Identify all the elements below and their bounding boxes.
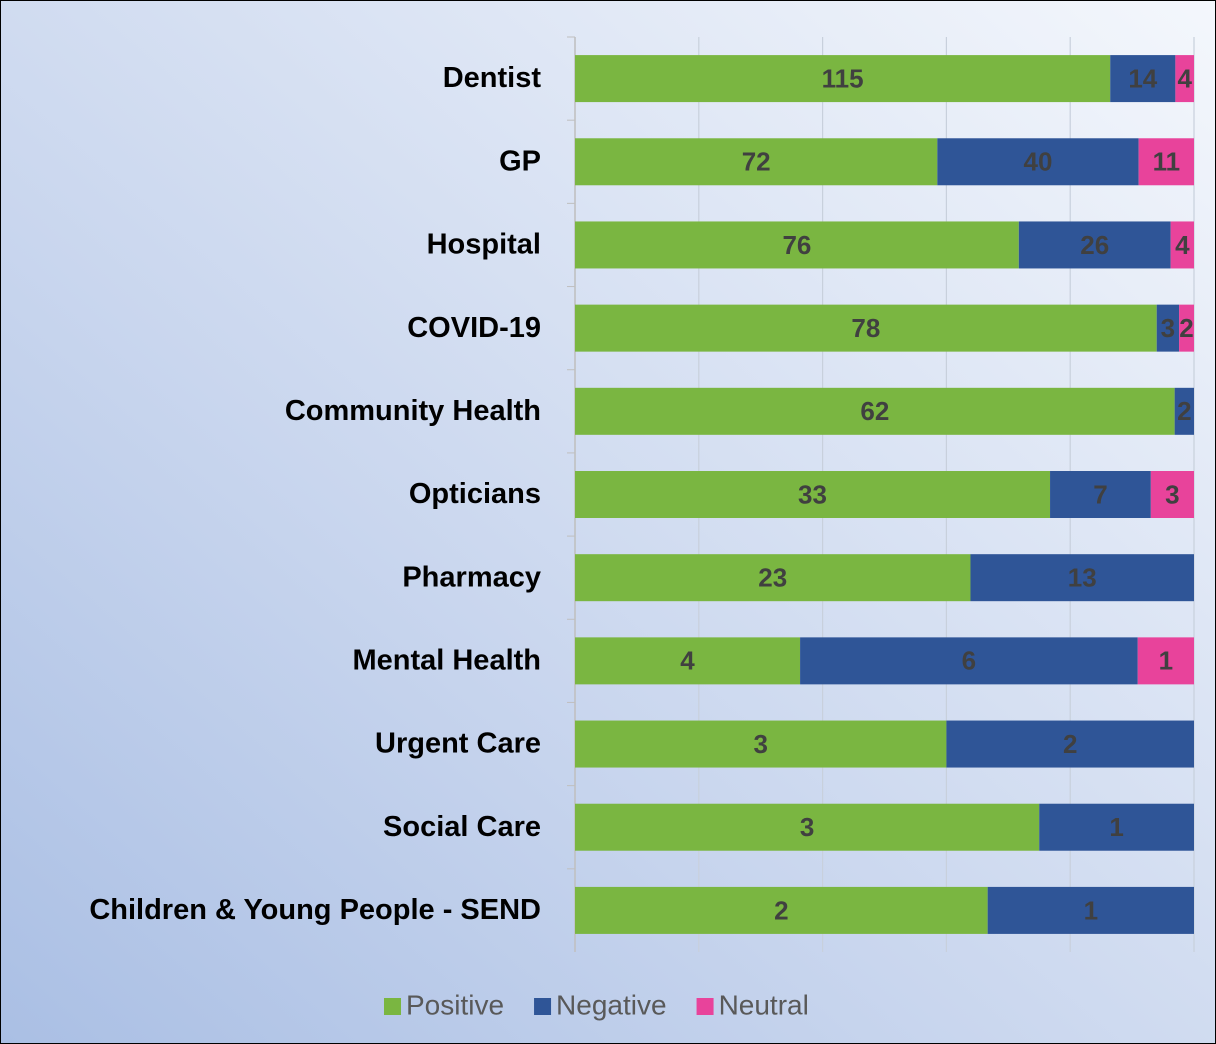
legend-label: Positive [406,989,504,1020]
bar-segment [1137,637,1194,685]
bar-segment [575,886,988,934]
data-label: 78 [851,313,880,343]
bar-segment [987,886,1194,934]
bar-segment [800,637,1138,685]
data-label: 2 [1063,729,1077,759]
data-label: 1 [1109,812,1123,842]
bar-segment [575,304,1157,352]
data-label: 72 [742,147,771,177]
bar-segment [1174,387,1194,435]
y-tick-label: COVID-19 [407,312,541,344]
y-tick-label: Community Health [285,395,541,427]
data-label: 3 [1161,313,1175,343]
data-label: 2 [1179,313,1193,343]
bar-segment [575,55,1111,103]
data-label: 4 [1175,230,1190,260]
bar-segment [575,637,801,685]
bar-segment [1039,803,1194,851]
bar-segment [1170,221,1194,269]
bar-segment [575,471,1051,518]
data-label: 23 [758,563,787,593]
bar-segment [575,803,1040,851]
legend-swatch [534,998,552,1015]
data-label: 2 [774,895,788,925]
data-label: 4 [680,646,695,676]
bar-segment [575,387,1175,435]
data-label: 4 [1177,63,1192,93]
data-label: 62 [860,396,889,426]
bar-segment [1150,471,1194,518]
y-tick-label: GP [499,145,541,177]
bar-segment [970,554,1194,602]
y-tick-label: Pharmacy [402,561,541,593]
data-label: 40 [1024,147,1053,177]
legend-swatch [696,998,714,1015]
data-label: 6 [962,646,976,676]
data-label: 1 [1084,895,1098,925]
legend-label: Neutral [719,989,809,1020]
legend: Positive Negative Neutral [384,989,809,1020]
bar-segment [1175,55,1194,103]
bar-segment [575,138,938,186]
bar-segment [575,720,947,768]
y-tick-label: Mental Health [352,645,541,677]
data-label: 3 [800,812,814,842]
bar-segment [1110,55,1176,103]
data-label: 14 [1128,63,1157,93]
data-label: 3 [1165,479,1179,509]
data-label: 115 [822,63,864,93]
bar-segment [946,720,1194,768]
y-tick-label: Urgent Care [375,728,541,760]
y-tick-label: Social Care [383,811,541,843]
y-tick-label: Opticians [409,478,541,510]
bar-segment [937,138,1139,186]
bar-segment [1018,221,1171,269]
y-tick-label: Hospital [427,229,541,261]
bar-segment [1156,304,1180,352]
data-label: 11 [1153,147,1181,177]
legend-label: Negative [556,989,667,1020]
data-label: 7 [1093,479,1107,509]
bar-segment [575,221,1019,269]
legend-swatch [384,998,401,1015]
bar-segment [1179,304,1194,352]
y-tick-label: Dentist [443,62,542,94]
data-label: 13 [1068,563,1097,593]
data-label: 1 [1159,646,1173,676]
data-label: 26 [1080,230,1109,260]
data-label: 33 [798,479,827,509]
bar-segment [1138,138,1194,186]
y-tick-label: Children & Young People - SEND [89,894,541,926]
bar-segment [1050,471,1151,518]
data-label: 2 [1177,396,1191,426]
data-label: 3 [753,729,767,759]
bar-segment [575,554,971,602]
data-label: 76 [782,230,811,260]
